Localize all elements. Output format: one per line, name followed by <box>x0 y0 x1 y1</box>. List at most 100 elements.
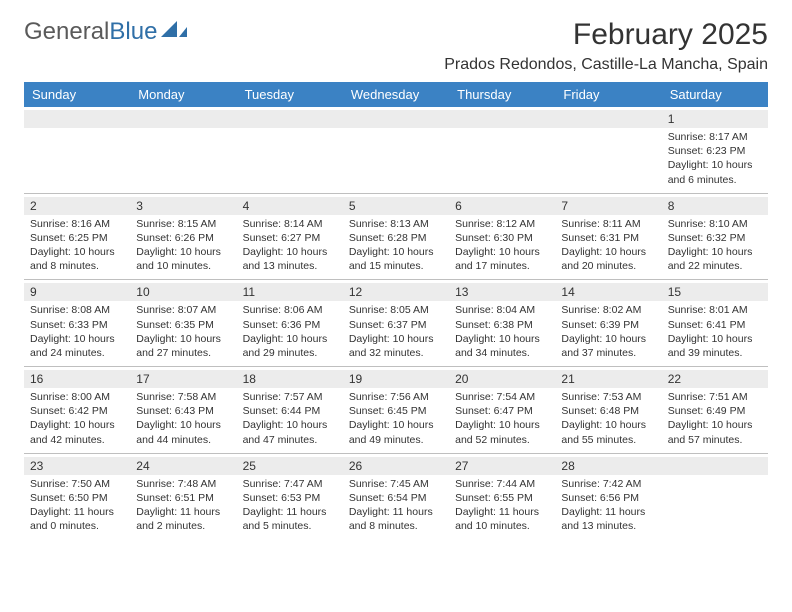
week-row: 1Sunrise: 8:17 AMSunset: 6:23 PMDaylight… <box>24 107 768 194</box>
day-number: 25 <box>237 458 256 474</box>
day-number: 7 <box>555 198 568 214</box>
day-detail-line: Daylight: 10 hours and 24 minutes. <box>30 332 124 360</box>
day-number-row: 3 <box>130 197 236 215</box>
day-detail-line: Daylight: 10 hours and 8 minutes. <box>30 245 124 273</box>
day-number: 26 <box>343 458 362 474</box>
day-detail-line: Sunset: 6:30 PM <box>455 231 549 245</box>
day-cell: 13Sunrise: 8:04 AMSunset: 6:38 PMDayligh… <box>449 280 555 366</box>
day-number: 1 <box>662 111 675 127</box>
day-number: 22 <box>662 371 681 387</box>
day-detail-line: Sunrise: 7:47 AM <box>243 477 337 491</box>
day-detail-line: Sunrise: 7:48 AM <box>136 477 230 491</box>
day-cell: 2Sunrise: 8:16 AMSunset: 6:25 PMDaylight… <box>24 194 130 280</box>
day-number-row: 26 <box>343 457 449 475</box>
day-cell: 11Sunrise: 8:06 AMSunset: 6:36 PMDayligh… <box>237 280 343 366</box>
day-number-row: 23 <box>24 457 130 475</box>
day-cell: 3Sunrise: 8:15 AMSunset: 6:26 PMDaylight… <box>130 194 236 280</box>
day-number-row <box>662 457 768 475</box>
day-number-row: 12 <box>343 283 449 301</box>
day-cell <box>449 107 555 193</box>
location-subtitle: Prados Redondos, Castille-La Mancha, Spa… <box>24 56 768 74</box>
weeks-container: 1Sunrise: 8:17 AMSunset: 6:23 PMDaylight… <box>24 107 768 539</box>
day-cell: 23 Sunrise: 7:50 AMSunset: 6:50 PMDayligh… <box>24 454 130 540</box>
day-detail-line: Daylight: 10 hours and 52 minutes. <box>455 418 549 446</box>
day-cell: 14Sunrise: 8:02 AMSunset: 6:39 PMDayligh… <box>555 280 661 366</box>
day-detail-line: Daylight: 11 hours and 10 minutes. <box>455 505 549 533</box>
day-number: 24 <box>130 458 149 474</box>
day-cell: 1Sunrise: 8:17 AMSunset: 6:23 PMDaylight… <box>662 107 768 193</box>
day-detail-line: Sunset: 6:55 PM <box>455 491 549 505</box>
day-detail-line: Sunset: 6:43 PM <box>136 404 230 418</box>
day-number-row: 16 <box>24 370 130 388</box>
day-cell: 25Sunrise: 7:47 AMSunset: 6:53 PMDayligh… <box>237 454 343 540</box>
day-cell: 19Sunrise: 7:56 AMSunset: 6:45 PMDayligh… <box>343 367 449 453</box>
day-cell: 15Sunrise: 8:01 AMSunset: 6:41 PMDayligh… <box>662 280 768 366</box>
day-detail-line: Sunset: 6:48 PM <box>561 404 655 418</box>
day-detail-line: Daylight: 11 hours and 5 minutes. <box>243 505 337 533</box>
day-header-cell: Sunday <box>24 82 130 107</box>
logo-text-general: General <box>24 18 109 46</box>
day-number-row: 17 <box>130 370 236 388</box>
day-cell: 18Sunrise: 7:57 AMSunset: 6:44 PMDayligh… <box>237 367 343 453</box>
day-number-row: 21 <box>555 370 661 388</box>
day-detail-line: Daylight: 10 hours and 32 minutes. <box>349 332 443 360</box>
day-detail-line: Sunrise: 8:05 AM <box>349 303 443 317</box>
day-number: 19 <box>343 371 362 387</box>
day-cell: 10Sunrise: 8:07 AMSunset: 6:35 PMDayligh… <box>130 280 236 366</box>
day-detail-line: Sunrise: 8:00 AM <box>30 390 124 404</box>
day-detail-line: Daylight: 10 hours and 39 minutes. <box>668 332 762 360</box>
day-number-row <box>555 110 661 128</box>
day-cell: 28Sunrise: 7:42 AMSunset: 6:56 PMDayligh… <box>555 454 661 540</box>
day-detail-line: Daylight: 11 hours and 0 minutes. <box>30 505 124 533</box>
day-number: 20 <box>449 371 468 387</box>
day-number: 18 <box>237 371 256 387</box>
day-detail-line: Daylight: 10 hours and 47 minutes. <box>243 418 337 446</box>
day-detail-line: Sunset: 6:50 PM <box>30 491 124 505</box>
day-number-row <box>237 110 343 128</box>
day-number: 2 <box>24 198 37 214</box>
day-detail-line: Sunset: 6:28 PM <box>349 231 443 245</box>
day-number: 28 <box>555 458 574 474</box>
day-number-row: 8 <box>662 197 768 215</box>
day-detail-line: Sunrise: 8:02 AM <box>561 303 655 317</box>
day-number-row: 25 <box>237 457 343 475</box>
day-number: 21 <box>555 371 574 387</box>
day-cell: 8Sunrise: 8:10 AMSunset: 6:32 PMDaylight… <box>662 194 768 280</box>
day-number: 14 <box>555 284 574 300</box>
day-cell: 4Sunrise: 8:14 AMSunset: 6:27 PMDaylight… <box>237 194 343 280</box>
day-detail-line: Daylight: 10 hours and 57 minutes. <box>668 418 762 446</box>
day-number-row: 5 <box>343 197 449 215</box>
day-cell: 6Sunrise: 8:12 AMSunset: 6:30 PMDaylight… <box>449 194 555 280</box>
day-number-row: 11 <box>237 283 343 301</box>
day-detail-line: Sunrise: 7:50 AM <box>30 477 124 491</box>
day-number: 27 <box>449 458 468 474</box>
day-cell <box>130 107 236 193</box>
day-number-row: 19 <box>343 370 449 388</box>
day-detail-line: Sunrise: 7:42 AM <box>561 477 655 491</box>
day-number: 17 <box>130 371 149 387</box>
day-number-row: 6 <box>449 197 555 215</box>
day-cell: 9Sunrise: 8:08 AMSunset: 6:33 PMDaylight… <box>24 280 130 366</box>
day-number: 15 <box>662 284 681 300</box>
day-header-cell: Monday <box>130 82 236 107</box>
day-detail-line: Sunset: 6:32 PM <box>668 231 762 245</box>
day-detail-line: Sunset: 6:35 PM <box>136 318 230 332</box>
day-detail-line: Sunset: 6:49 PM <box>668 404 762 418</box>
day-cell <box>237 107 343 193</box>
day-number: 5 <box>343 198 356 214</box>
day-number-row: 27 <box>449 457 555 475</box>
day-header-cell: Saturday <box>662 82 768 107</box>
day-number: 9 <box>24 284 37 300</box>
day-number: 23 <box>24 458 43 474</box>
day-detail-line: Sunrise: 8:13 AM <box>349 217 443 231</box>
day-number: 3 <box>130 198 143 214</box>
day-number-row <box>343 110 449 128</box>
day-detail-line: Sunrise: 7:57 AM <box>243 390 337 404</box>
day-number-row: 22 <box>662 370 768 388</box>
day-detail-line: Sunset: 6:36 PM <box>243 318 337 332</box>
day-detail-line: Daylight: 10 hours and 42 minutes. <box>30 418 124 446</box>
day-detail-line: Sunset: 6:39 PM <box>561 318 655 332</box>
day-detail-line: Sunrise: 8:12 AM <box>455 217 549 231</box>
day-number: 8 <box>662 198 675 214</box>
day-detail-line: Sunset: 6:47 PM <box>455 404 549 418</box>
